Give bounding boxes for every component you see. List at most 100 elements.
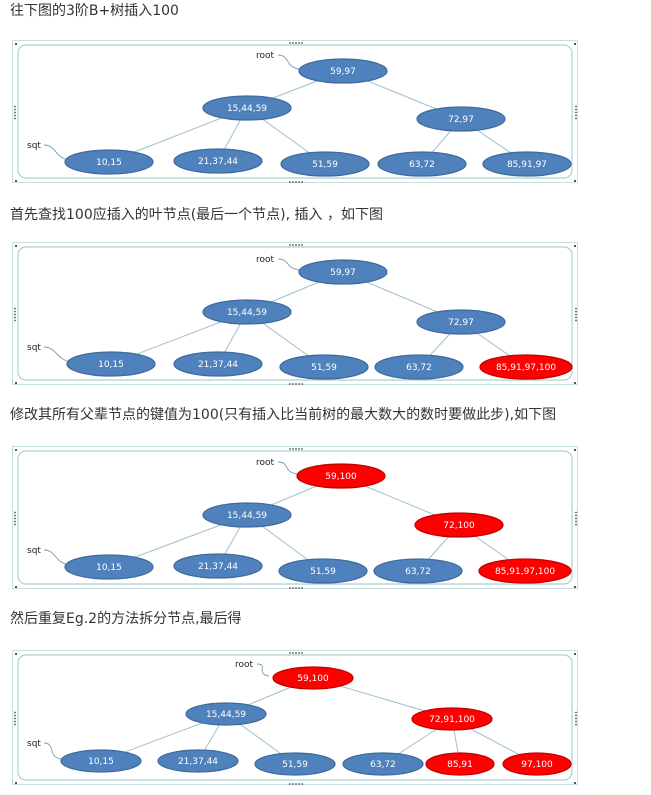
- resize-handle-dot: [575, 520, 577, 523]
- tree-node-label: 63,72: [405, 567, 431, 577]
- resize-handle-dot: [301, 448, 303, 450]
- resize-handle-dot: [575, 117, 577, 120]
- tree-node-shape: [272, 666, 354, 690]
- tree-node-leaf3: 51,59: [280, 151, 370, 177]
- tree-node-shape: [157, 749, 239, 773]
- resize-handle-corner: [574, 245, 576, 247]
- resize-handle-corner: [15, 653, 17, 655]
- tree-node-l1b: 72,97: [416, 106, 506, 132]
- tree-node-shape: [482, 151, 572, 177]
- resize-handle-dot: [14, 514, 16, 517]
- resize-handle-dot: [301, 783, 303, 785]
- tree-node-label: 51,59: [282, 760, 308, 770]
- tree-node-shape: [64, 554, 154, 580]
- frame-border: [17, 44, 573, 179]
- resize-handle-corner: [15, 782, 17, 784]
- caption-3: 修改其所有父辈节点的键值为100(只有插入比当前树的最大数大的数时要做此步),如…: [10, 407, 557, 423]
- root-label: root: [235, 660, 254, 670]
- resize-handle-dot: [292, 652, 294, 654]
- tree-node-label: 85,91,97,100: [495, 567, 555, 577]
- tree-node-root: 59,97: [298, 58, 388, 84]
- tree-node-shape: [479, 354, 573, 380]
- resize-handle-dot: [298, 244, 300, 246]
- tree-node-shape: [377, 151, 467, 177]
- resize-handle-dot: [289, 448, 291, 450]
- tree-node-shape: [298, 259, 388, 285]
- resize-handle-dot: [575, 114, 577, 117]
- tree-node-label: 21,37,44: [198, 157, 238, 167]
- resize-handle-dot: [289, 42, 291, 44]
- resize-handle-dot: [292, 783, 294, 785]
- resize-handle-dot: [295, 587, 297, 589]
- resize-handle-dot: [14, 111, 16, 114]
- tree-node-root: 59,100: [272, 666, 354, 690]
- resize-handle-dot: [575, 517, 577, 520]
- resize-handle-dot: [575, 511, 577, 514]
- resize-handle-dot: [301, 181, 303, 183]
- tree-node-label: 59,100: [297, 674, 329, 684]
- root-pointer: [277, 461, 298, 475]
- sqt-label: sqt: [27, 546, 41, 556]
- resize-handle-dot: [289, 783, 291, 785]
- resize-handle-dot: [298, 652, 300, 654]
- tree-node-label: 59,97: [330, 67, 356, 77]
- tree-diagram-svg: root sqt 59,97 15,44,59 72,97 10,15 21,37,44 51…: [14, 42, 577, 183]
- resize-handle-dot: [14, 114, 16, 117]
- resize-handle-corner: [15, 586, 17, 588]
- tree-node-leaf1: 10,15: [64, 554, 154, 580]
- resize-handle-dot: [295, 652, 297, 654]
- resize-handle-dot: [575, 111, 577, 114]
- resize-handle-dot: [575, 714, 577, 717]
- tree-diagram-2: root sqt 59,97 15,44,59 72,97 10,15 21,37,44 51…: [12, 242, 578, 385]
- resize-handle-dot: [292, 448, 294, 450]
- resize-handle-dot: [301, 383, 303, 385]
- tree-node-label: 51,59: [310, 567, 336, 577]
- resize-handle-dot: [14, 511, 16, 514]
- resize-handle-dot: [14, 720, 16, 723]
- tree-node-l1b: 72,91,100: [411, 707, 493, 731]
- resize-handle-dot: [575, 316, 577, 319]
- tree-diagram-3: root sqt 59,100 15,44,59 72,100 10,15 21,37,44…: [12, 446, 578, 589]
- tree-node-leaf6: 97,100: [502, 752, 572, 776]
- tree-node-label: 51,59: [312, 160, 338, 170]
- resize-handle-corner: [574, 586, 576, 588]
- frame-border: [17, 450, 573, 585]
- tree-node-leaf5: 85,91,97,100: [479, 354, 573, 380]
- resize-handle-dot: [14, 316, 16, 319]
- resize-handle-dot: [575, 523, 577, 526]
- root-pointer: [277, 258, 300, 271]
- tree-node-label: 97,100: [521, 760, 553, 770]
- tree-node-l1a: 15,44,59: [185, 702, 267, 726]
- resize-handle-dot: [298, 783, 300, 785]
- tree-node-label: 72,97: [448, 115, 474, 125]
- tree-node-shape: [416, 106, 506, 132]
- tree-node-l1b: 72,97: [416, 309, 506, 335]
- caption-1: 往下图的3阶B+树插入100: [10, 3, 179, 19]
- resize-handle-dot: [575, 723, 577, 726]
- resize-handle-dot: [292, 181, 294, 183]
- resize-handle-dot: [298, 42, 300, 44]
- resize-handle-dot: [14, 523, 16, 526]
- tree-node-label: 72,100: [443, 521, 475, 531]
- tree-node-shape: [296, 463, 386, 489]
- tree-node-leaf3: 51,59: [278, 558, 368, 584]
- resize-handle-dot: [289, 587, 291, 589]
- resize-handle-dot: [14, 520, 16, 523]
- tree-node-leaf2: 21,37,44: [157, 749, 239, 773]
- tree-node-label: 51,59: [311, 363, 337, 373]
- tree-node-leaf2: 21,37,44: [173, 553, 263, 579]
- tree-node-label: 21,37,44: [198, 562, 238, 572]
- resize-handle-dot: [575, 717, 577, 720]
- tree-node-leaf1: 10,15: [66, 351, 156, 377]
- resize-handle-dot: [301, 587, 303, 589]
- resize-handle-dot: [14, 717, 16, 720]
- tree-node-leaf4: 63,72: [377, 151, 467, 177]
- sqt-pointer: [43, 346, 72, 363]
- tree-node-shape: [411, 707, 493, 731]
- tree-node-leaf2: 21,37,44: [173, 148, 263, 174]
- tree-node-label: 72,91,100: [429, 715, 475, 725]
- tree-diagram-svg: root sqt 59,100 15,44,59 72,100 10,15 21,37,44…: [14, 448, 577, 589]
- tree-node-shape: [414, 512, 504, 538]
- resize-handle-corner: [574, 653, 576, 655]
- resize-handle-dot: [575, 319, 577, 322]
